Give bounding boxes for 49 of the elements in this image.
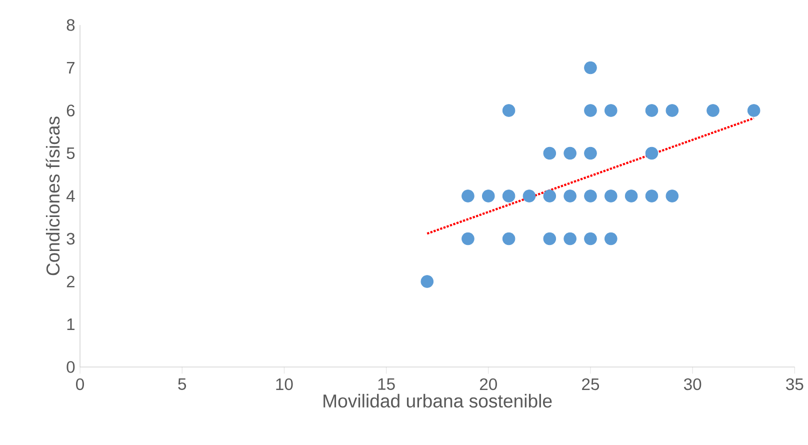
point [584,190,597,202]
y-tick-label: 6 [66,104,75,116]
point [502,190,516,202]
point [604,190,618,202]
point [462,232,474,246]
point [604,232,618,246]
x-tick-label: 20 [480,378,497,390]
x-tick-label: 0 [76,378,84,390]
y-tick-label: 5 [66,147,75,160]
point [543,190,556,202]
point [462,190,474,202]
point [584,232,597,246]
point [624,190,638,202]
x-tick-label: 15 [378,378,395,390]
point [522,190,536,202]
point [584,146,597,160]
point [564,190,576,202]
y-axis-title: Condiciones físicas [46,116,60,276]
point [564,232,576,246]
y-tick-label: 2 [66,276,74,288]
point [502,232,516,246]
point [482,190,495,202]
x-tick-label: 10 [276,378,293,390]
point [747,104,760,117]
point [543,232,556,246]
x-axis-title: Movilidad urbana sostenible [324,394,552,408]
y-tick-label: 8 [66,19,75,31]
point [543,146,556,160]
x-tick-label: 25 [582,378,600,390]
point [666,190,679,202]
point [420,275,434,288]
x-tick-label: 5 [178,378,186,390]
point [584,61,597,74]
y-tick-label: 1 [67,318,74,330]
point [604,104,618,117]
point [584,104,597,117]
point [502,104,516,117]
point [645,190,658,202]
point [645,104,658,117]
point [645,146,658,160]
point [564,146,576,160]
point [666,104,679,117]
x-tick-label: 30 [684,378,702,390]
y-tick-label: 7 [66,62,74,74]
point [706,104,720,117]
y-tick-label: 3 [66,232,75,245]
y-tick-label: 0 [66,361,75,373]
y-tick-label: 4 [66,190,75,202]
x-tick-label: 35 [786,378,804,390]
